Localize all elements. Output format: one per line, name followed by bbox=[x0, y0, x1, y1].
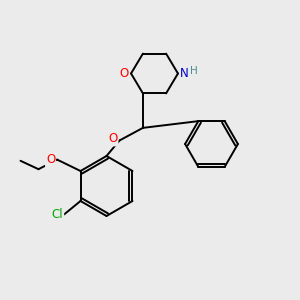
Text: O: O bbox=[108, 133, 118, 146]
Text: N: N bbox=[180, 67, 189, 80]
Text: Cl: Cl bbox=[52, 208, 63, 221]
Text: O: O bbox=[46, 153, 55, 166]
Text: H: H bbox=[190, 66, 197, 76]
Text: O: O bbox=[120, 67, 129, 80]
